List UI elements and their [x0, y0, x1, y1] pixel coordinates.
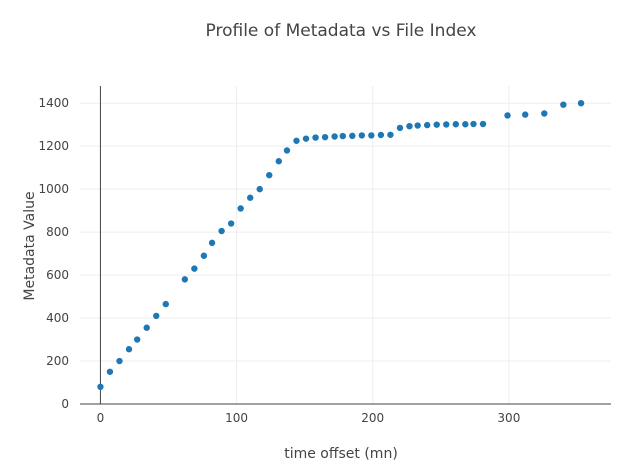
data-point [237, 205, 244, 212]
data-point [406, 122, 413, 130]
data-point [266, 171, 273, 179]
data-point [541, 110, 548, 117]
y-tick-label: 400 [46, 311, 69, 325]
data-point [522, 111, 529, 118]
data-point [153, 312, 160, 320]
x-tick-labels: 0 100 200 300 [97, 411, 521, 425]
data-point [116, 357, 123, 365]
data-point [470, 120, 477, 128]
data-point [331, 133, 338, 140]
data-point [200, 252, 208, 259]
data-point [560, 101, 567, 108]
y-tick-label: 800 [46, 225, 69, 239]
data-point [227, 220, 235, 227]
data-point [191, 265, 198, 272]
data-point [452, 121, 459, 128]
data-point [577, 99, 585, 107]
x-axis-title: time offset (mn) [284, 446, 398, 462]
data-point [462, 121, 469, 128]
data-point [293, 137, 300, 144]
data-point [125, 346, 133, 353]
data-point [339, 132, 346, 140]
data-points [97, 99, 585, 391]
x-tick-label: 300 [497, 411, 520, 425]
data-point [423, 121, 431, 129]
y-tick-labels: 0 200 400 600 800 1000 1200 1400 [38, 96, 69, 411]
data-point [377, 131, 385, 139]
data-point [302, 135, 310, 142]
data-point [349, 132, 356, 140]
y-tick-label: 1400 [38, 96, 69, 110]
x-tick-label: 100 [225, 411, 248, 425]
y-tick-label: 200 [46, 354, 69, 368]
y-tick-label: 600 [46, 268, 69, 282]
data-point [106, 368, 114, 375]
data-point [218, 227, 225, 235]
data-point [312, 134, 319, 141]
data-point [358, 132, 366, 139]
x-tick-label: 200 [361, 411, 384, 425]
y-tick-label: 0 [61, 397, 69, 411]
data-point [479, 120, 487, 128]
chart-title: Profile of Metadata vs File Index [206, 21, 477, 41]
y-tick-label: 1200 [38, 139, 69, 153]
data-point [387, 131, 394, 138]
data-point [396, 124, 404, 132]
data-point [283, 147, 291, 154]
data-point [133, 336, 141, 343]
data-point [275, 158, 282, 165]
y-tick-label: 1000 [38, 182, 69, 196]
axes [80, 86, 611, 405]
data-point [162, 300, 169, 308]
data-point [246, 194, 254, 201]
data-point [368, 132, 375, 139]
data-point [414, 122, 421, 129]
data-point [208, 239, 216, 247]
data-point [504, 112, 511, 119]
data-point [321, 133, 329, 141]
data-point [143, 324, 150, 331]
data-point [433, 121, 440, 128]
data-point [256, 185, 263, 193]
grid-lines [80, 86, 611, 404]
data-point [443, 121, 450, 128]
data-point [97, 383, 104, 391]
y-axis-title: Metadata Value [22, 191, 38, 300]
data-point [181, 276, 189, 283]
x-tick-label: 0 [97, 411, 105, 425]
